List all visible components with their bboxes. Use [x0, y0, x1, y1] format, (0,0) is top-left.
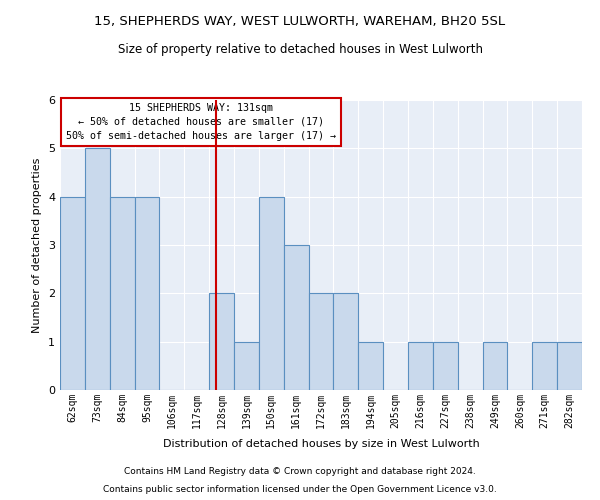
Bar: [134, 196, 160, 390]
Bar: [532, 342, 557, 390]
Bar: [433, 342, 458, 390]
Bar: [557, 342, 582, 390]
Bar: [334, 294, 358, 390]
Bar: [60, 196, 85, 390]
Bar: [408, 342, 433, 390]
Text: 15 SHEPHERDS WAY: 131sqm
← 50% of detached houses are smaller (17)
50% of semi-d: 15 SHEPHERDS WAY: 131sqm ← 50% of detach…: [66, 103, 336, 141]
Text: 15, SHEPHERDS WAY, WEST LULWORTH, WAREHAM, BH20 5SL: 15, SHEPHERDS WAY, WEST LULWORTH, WAREHA…: [94, 15, 506, 28]
Y-axis label: Number of detached properties: Number of detached properties: [32, 158, 43, 332]
Bar: [209, 294, 234, 390]
Text: Size of property relative to detached houses in West Lulworth: Size of property relative to detached ho…: [118, 42, 482, 56]
Bar: [358, 342, 383, 390]
Text: Contains HM Land Registry data © Crown copyright and database right 2024.: Contains HM Land Registry data © Crown c…: [124, 467, 476, 476]
X-axis label: Distribution of detached houses by size in West Lulworth: Distribution of detached houses by size …: [163, 439, 479, 449]
Bar: [482, 342, 508, 390]
Text: Contains public sector information licensed under the Open Government Licence v3: Contains public sector information licen…: [103, 485, 497, 494]
Bar: [284, 245, 308, 390]
Bar: [110, 196, 134, 390]
Bar: [308, 294, 334, 390]
Bar: [234, 342, 259, 390]
Bar: [85, 148, 110, 390]
Bar: [259, 196, 284, 390]
